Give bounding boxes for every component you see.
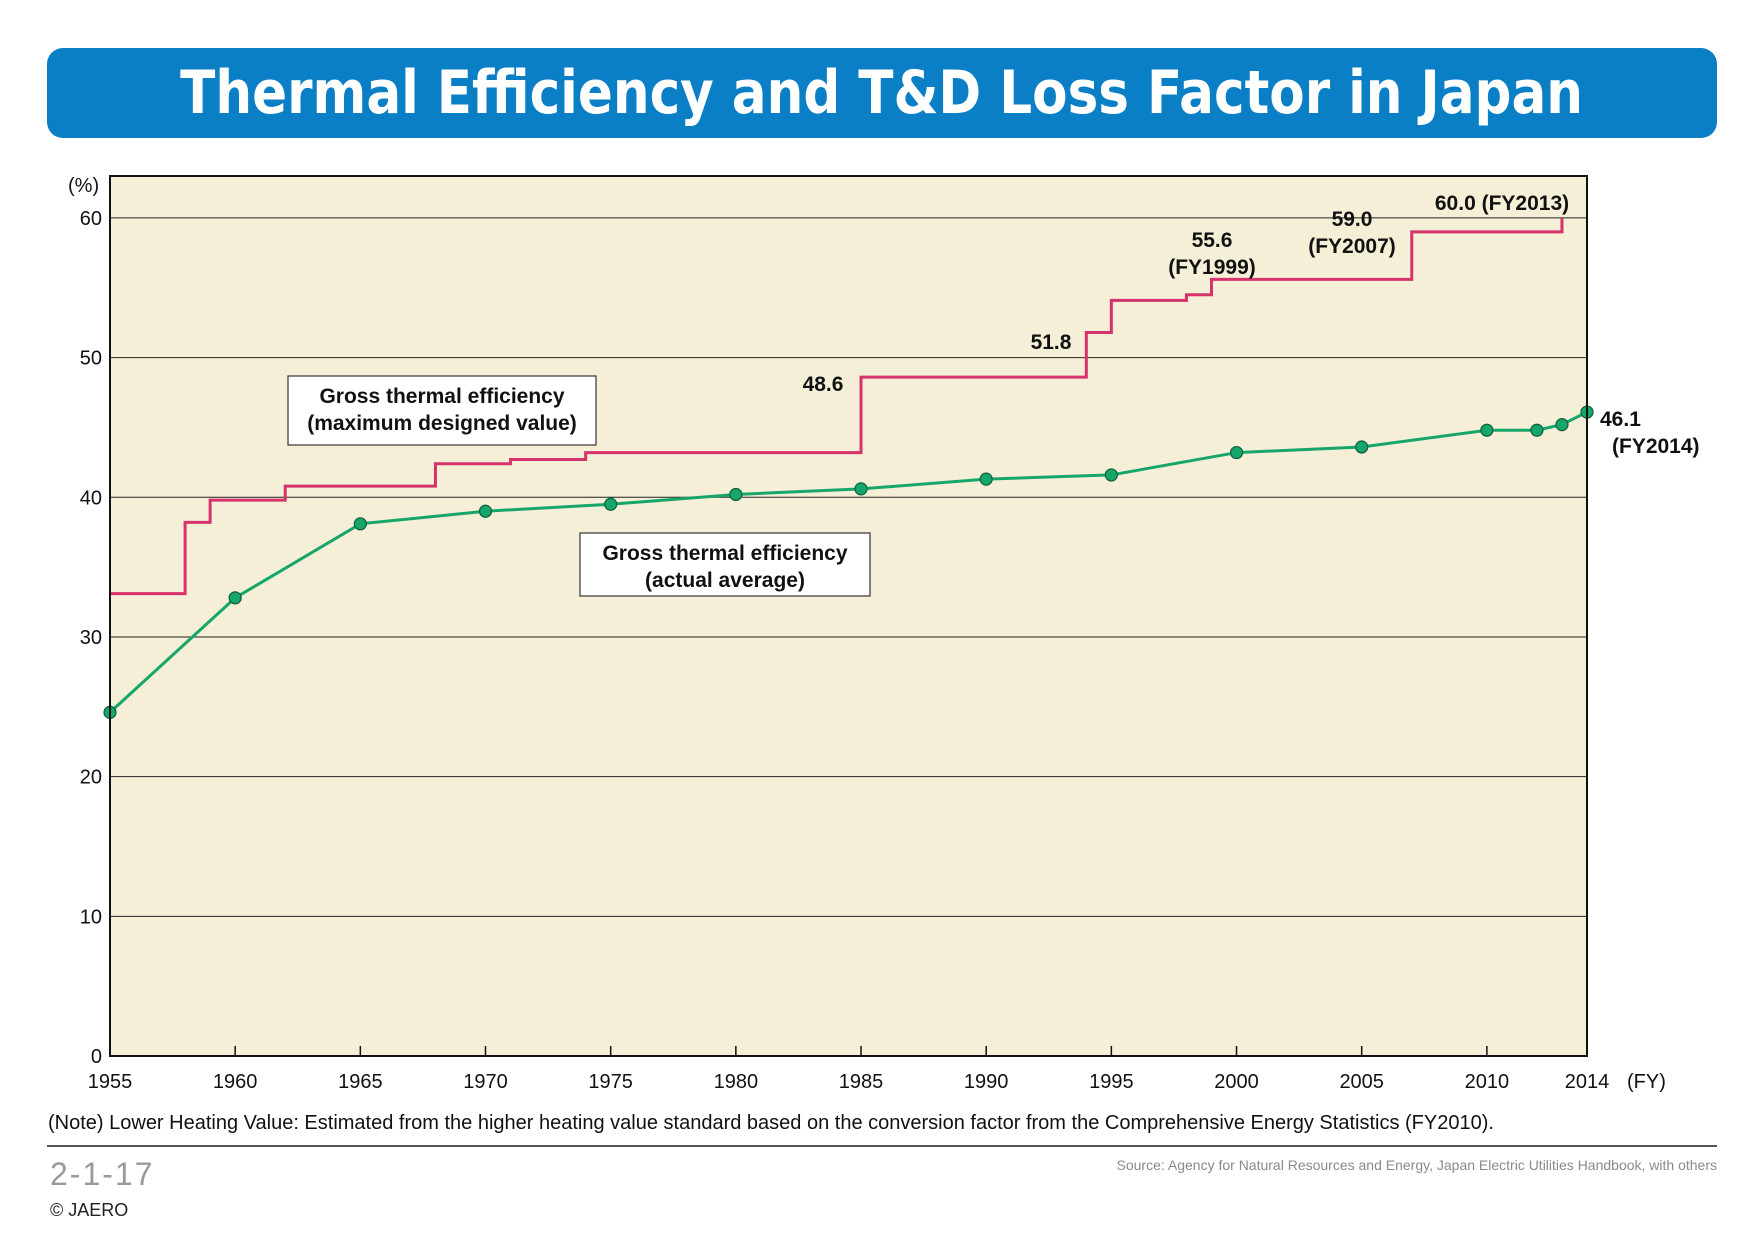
- legend-label: Gross thermal efficiency: [602, 542, 847, 565]
- x-tick-label: 1970: [463, 1071, 508, 1093]
- y-axis-unit-label: (%): [68, 175, 99, 197]
- y-tick-label: 50: [80, 348, 102, 370]
- annotation-layer: 48.6 51.8 55.6 (FY1999) 59.0 (FY2007) 60.0 (FY…: [803, 192, 1700, 458]
- x-tick-label: 2000: [1214, 1071, 1259, 1093]
- data-point: [604, 497, 618, 511]
- y-tick-label: 10: [80, 906, 102, 928]
- y-tick-label: 0: [91, 1046, 102, 1068]
- x-axis-unit-label: (FY): [1627, 1071, 1666, 1093]
- callout-text: 51.8: [1031, 331, 1072, 354]
- callout-text: 48.6: [803, 373, 844, 396]
- x-tick-label: 1955: [88, 1071, 133, 1093]
- data-point: [1104, 468, 1118, 482]
- data-point: [854, 482, 868, 496]
- x-tick-label: 1965: [338, 1071, 383, 1093]
- y-tick-label: 20: [80, 767, 102, 789]
- copyright: © JAERO: [50, 1200, 129, 1220]
- legend-frame: [579, 532, 871, 597]
- legend-label: (actual average): [645, 569, 805, 592]
- x-tick-label: 2014: [1565, 1071, 1610, 1093]
- data-point: [228, 591, 242, 605]
- data-point: [478, 504, 493, 518]
- plot-frame: [109, 175, 1588, 1057]
- x-tick-label: 2010: [1465, 1071, 1510, 1093]
- footnote: (Note) Lower Heating Value: Estimated fr…: [48, 1112, 1494, 1134]
- data-point: [979, 472, 993, 486]
- figure-number: 2-1-17: [50, 1156, 155, 1192]
- x-tick-label: 1995: [1089, 1071, 1134, 1093]
- value-callout: 60.0 (FY2013): [1435, 192, 1569, 215]
- y-tick-label: 40: [80, 487, 102, 509]
- x-tick-label: 1980: [714, 1071, 759, 1093]
- page-title: Thermal Efficiency and T&D Loss Factor i…: [180, 58, 1584, 128]
- data-point: [353, 517, 367, 531]
- legend-label: (maximum designed value): [307, 412, 577, 435]
- value-callout: 51.8: [1031, 331, 1072, 354]
- data-point: [1229, 445, 1244, 460]
- callout-text: (FY1999): [1168, 256, 1256, 279]
- data-point: [1530, 423, 1544, 437]
- legend-layer: Gross thermal efficiency (maximum designe…: [287, 375, 871, 597]
- value-callout: 48.6: [803, 373, 844, 396]
- legend-box: Gross thermal efficiency (maximum designe…: [287, 375, 597, 446]
- value-callout: 55.6 (FY1999): [1168, 229, 1256, 279]
- series-layer: [103, 217, 1594, 719]
- x-tick-label: 1990: [964, 1071, 1009, 1093]
- y-tick-label: 30: [80, 627, 102, 649]
- callout-text: 60.0 (FY2013): [1435, 192, 1569, 215]
- grid-lines: [110, 217, 1587, 917]
- value-callout: 59.0 (FY2007): [1308, 208, 1396, 258]
- source-credit: Source: Agency for Natural Resources and…: [1116, 1157, 1717, 1173]
- footer-divider: [47, 1145, 1717, 1147]
- data-point: [729, 487, 743, 502]
- y-axis: 0 10 20 30 40 50 60: [80, 208, 102, 1068]
- plot-area: [110, 176, 1587, 1056]
- y-tick-label: 60: [80, 208, 102, 230]
- legend-box: Gross thermal efficiency (actual average): [579, 532, 871, 597]
- callout-text: (FY2014): [1612, 435, 1700, 458]
- legend-frame: [287, 375, 597, 446]
- callout-text: (FY2007): [1308, 235, 1396, 258]
- callout-text: 55.6: [1192, 229, 1233, 252]
- x-axis: 1955 1960 1965 1970 1975 1980 1985 1990 1995 2000…: [88, 1046, 1610, 1093]
- callout-text: 59.0: [1332, 208, 1373, 231]
- series-line-max-designed: [110, 217, 1564, 596]
- value-callout: 46.1 (FY2014): [1600, 408, 1700, 458]
- legend-label: Gross thermal efficiency: [319, 385, 564, 408]
- title-banner: Thermal Efficiency and T&D Loss Factor i…: [47, 48, 1717, 138]
- x-tick-label: 2005: [1339, 1071, 1384, 1093]
- callout-text: 46.1: [1600, 408, 1641, 431]
- x-tick-label: 1975: [588, 1071, 633, 1093]
- data-point: [1355, 440, 1369, 454]
- data-point: [1480, 423, 1494, 437]
- x-tick-label: 1985: [839, 1071, 884, 1093]
- data-point: [1555, 418, 1569, 432]
- x-tick-label: 1960: [213, 1071, 258, 1093]
